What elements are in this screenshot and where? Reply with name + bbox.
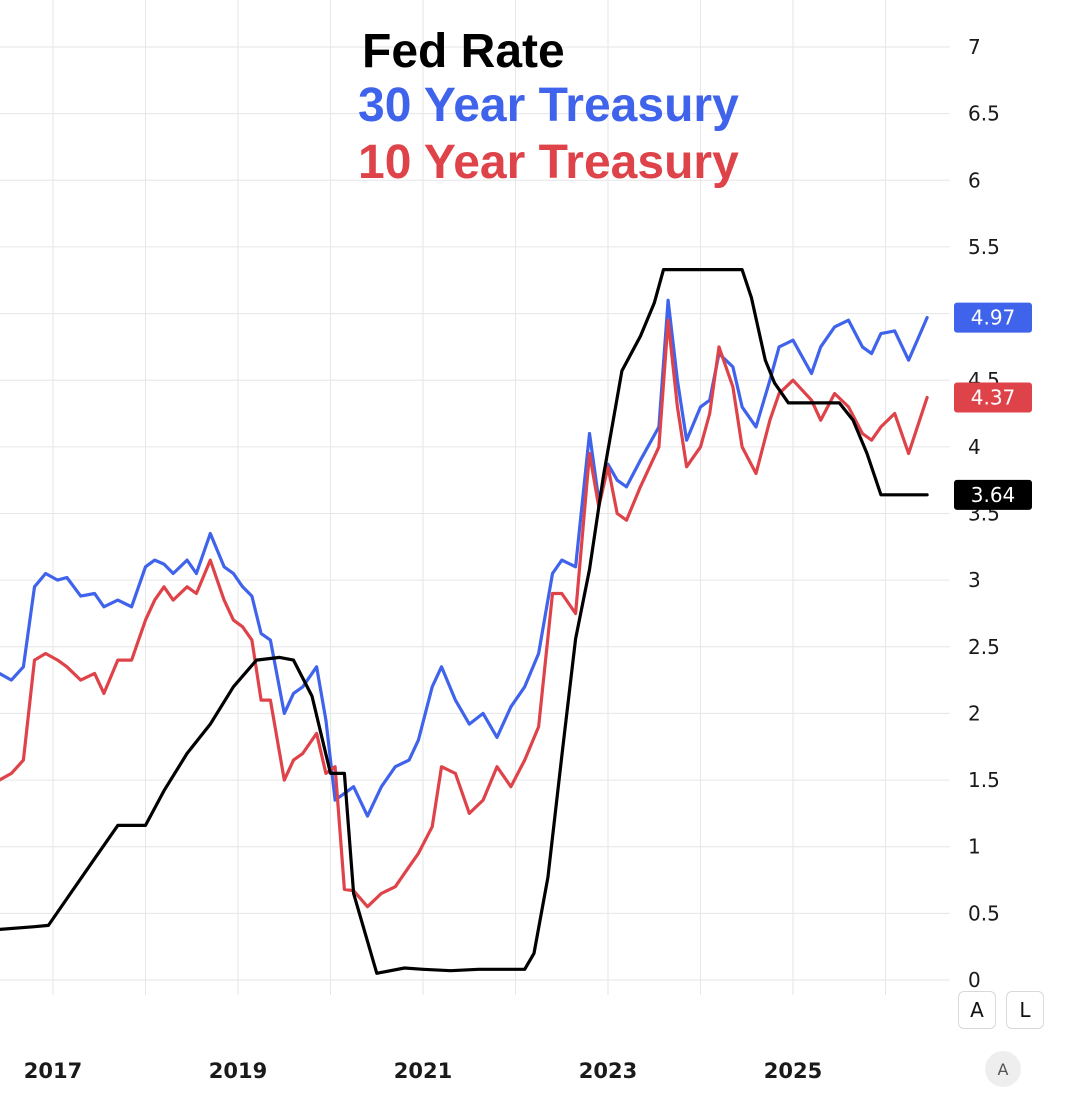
y-tick-label: 1 — [968, 835, 981, 859]
x-tick-label: 2023 — [579, 1059, 637, 1083]
y-tick-label: 4 — [968, 435, 981, 459]
badge-value: 4.97 — [971, 306, 1016, 330]
x-axis: 2017 2019 2021 2023 2025 — [24, 1059, 822, 1083]
series-line-fed-rate — [0, 268, 929, 975]
badge-background — [954, 479, 1032, 510]
series-line-30-year-treasury — [0, 298, 929, 818]
x-tick-label: 2025 — [764, 1059, 822, 1083]
y-tick-label: 1.5 — [968, 768, 1000, 792]
y-tick-label: 6.5 — [968, 102, 1000, 126]
y-tick-label: 2.5 — [968, 635, 1000, 659]
last-value-badge-30-year-treasury: 4.97 — [954, 302, 1032, 333]
badge-background — [954, 382, 1032, 413]
y-tick-label: 2 — [968, 701, 981, 725]
y-tick-label: 3 — [968, 568, 981, 592]
x-tick-label: 2017 — [24, 1059, 82, 1083]
y-tick-label: 7 — [968, 35, 981, 59]
grid — [0, 0, 950, 995]
badge-value: 4.37 — [971, 386, 1016, 410]
y-tick-label: 0 — [968, 968, 981, 992]
x-tick-label: 2019 — [209, 1059, 267, 1083]
last-value-badge-10-year-treasury: 4.37 — [954, 382, 1032, 413]
last-value-badges: 3.64 4.97 4.37 — [954, 302, 1032, 510]
series-line-10-year-treasury — [0, 318, 929, 909]
last-value-badge-fed-rate: 3.64 — [954, 479, 1032, 510]
badge-value: 3.64 — [971, 483, 1016, 507]
y-tick-label: 6 — [968, 168, 981, 192]
y-tick-label: 0.5 — [968, 901, 1000, 925]
y-axis: 00.511.522.533.544.55.566.57 — [968, 35, 1000, 992]
y-tick-label: 5.5 — [968, 235, 1000, 259]
auto-scale-button[interactable]: A — [958, 991, 996, 1029]
series-lines — [0, 268, 929, 975]
x-tick-label: 2021 — [394, 1059, 452, 1083]
badge-background — [954, 302, 1032, 333]
log-scale-button[interactable]: L — [1006, 991, 1044, 1029]
scale-settings-button[interactable]: A — [985, 1051, 1021, 1087]
